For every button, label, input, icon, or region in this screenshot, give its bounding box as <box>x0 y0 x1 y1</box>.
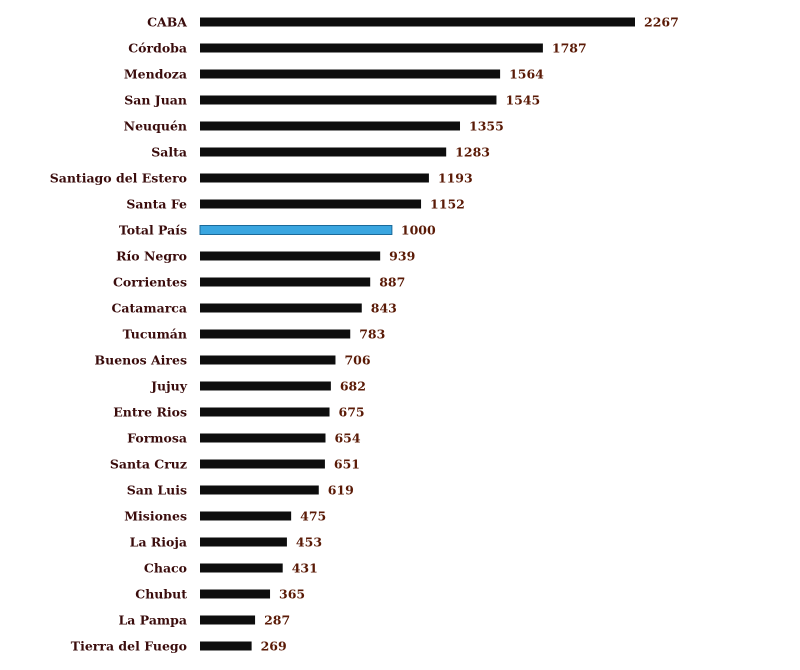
bar-san-luis <box>200 485 319 495</box>
bar-neuquen <box>200 121 461 131</box>
value-label-tierra-del-fuego: 269 <box>261 639 287 654</box>
value-label-neuquen: 1355 <box>469 119 504 134</box>
category-label-la-pampa: La Pampa <box>119 613 187 628</box>
value-label-chubut: 365 <box>279 587 305 602</box>
value-label-santiago-del-estero: 1193 <box>438 171 473 186</box>
bar-santa-fe <box>200 199 422 209</box>
category-label-caba: CABA <box>147 15 187 30</box>
bars <box>199 17 635 651</box>
value-label-misiones: 475 <box>300 509 326 524</box>
bar-jujuy <box>200 381 331 391</box>
value-label-catamarca: 843 <box>371 301 397 316</box>
bar-la-rioja <box>200 537 287 547</box>
category-label-santa-fe: Santa Fe <box>126 197 187 212</box>
value-label-entre-rios: 675 <box>339 405 365 420</box>
value-label-cordoba: 1787 <box>552 41 587 56</box>
bar-san-juan <box>200 95 497 105</box>
category-label-cordoba: Córdoba <box>128 41 187 56</box>
value-label-formosa: 654 <box>334 431 360 446</box>
bar-chaco <box>200 563 283 573</box>
bar-caba <box>200 17 635 27</box>
bar-buenos-aires <box>200 355 336 365</box>
category-label-mendoza: Mendoza <box>124 67 187 82</box>
bar-tierra-del-fuego <box>200 641 252 651</box>
bar-misiones <box>200 511 292 521</box>
category-label-salta: Salta <box>151 145 187 160</box>
category-label-entre-rios: Entre Rios <box>113 405 187 420</box>
category-label-misiones: Misiones <box>124 509 187 524</box>
category-label-neuquen: Neuquén <box>124 119 187 134</box>
value-label-caba: 2267 <box>644 15 679 30</box>
category-label-jujuy: Jujuy <box>150 379 188 394</box>
category-label-santiago-del-estero: Santiago del Estero <box>50 171 187 186</box>
bar-entre-rios <box>200 407 330 417</box>
value-label-chaco: 431 <box>292 561 318 576</box>
value-label-total-pais: 1000 <box>401 223 436 238</box>
value-label-corrientes: 887 <box>379 275 405 290</box>
value-label-la-pampa: 287 <box>264 613 290 628</box>
category-label-formosa: Formosa <box>127 431 187 446</box>
bar-rio-negro <box>200 251 381 261</box>
value-label-la-rioja: 453 <box>296 535 322 550</box>
bar-total-pais <box>199 225 393 235</box>
category-label-corrientes: Corrientes <box>113 275 187 290</box>
bar-la-pampa <box>200 615 256 625</box>
bar-formosa <box>200 433 326 443</box>
value-label-buenos-aires: 706 <box>344 353 370 368</box>
category-label-la-rioja: La Rioja <box>130 535 187 550</box>
category-label-rio-negro: Río Negro <box>116 249 187 264</box>
bar-santiago-del-estero <box>200 173 429 183</box>
category-label-chaco: Chaco <box>144 561 187 576</box>
value-label-santa-cruz: 651 <box>334 457 360 472</box>
bar-tucuman <box>200 329 351 339</box>
bar-catamarca <box>200 303 362 313</box>
category-label-san-juan: San Juan <box>124 93 187 108</box>
category-label-total-pais: Total País <box>119 223 187 238</box>
value-label-rio-negro: 939 <box>389 249 415 264</box>
category-label-san-luis: San Luis <box>127 483 187 498</box>
category-label-santa-cruz: Santa Cruz <box>110 457 187 472</box>
category-label-buenos-aires: Buenos Aires <box>95 353 187 368</box>
value-label-san-juan: 1545 <box>505 93 540 108</box>
category-label-tucuman: Tucumán <box>123 327 187 342</box>
value-label-tucuman: 783 <box>359 327 385 342</box>
bar-salta <box>200 147 447 157</box>
category-labels: CABA Córdoba Mendoza San Juan Neuquén Salta Sa… <box>50 15 188 654</box>
value-label-jujuy: 682 <box>340 379 366 394</box>
bar-santa-cruz <box>200 459 325 469</box>
category-label-tierra-del-fuego: Tierra del Fuego <box>71 639 187 654</box>
bar-corrientes <box>200 277 371 287</box>
value-label-san-luis: 619 <box>328 483 354 498</box>
bar-mendoza <box>200 69 501 79</box>
value-label-salta: 1283 <box>455 145 490 160</box>
bar-chubut <box>200 589 271 599</box>
bar-cordoba <box>200 43 543 53</box>
value-label-santa-fe: 1152 <box>430 197 465 212</box>
category-label-chubut: Chubut <box>135 587 187 602</box>
category-label-catamarca: Catamarca <box>111 301 187 316</box>
value-label-mendoza: 1564 <box>509 67 544 82</box>
